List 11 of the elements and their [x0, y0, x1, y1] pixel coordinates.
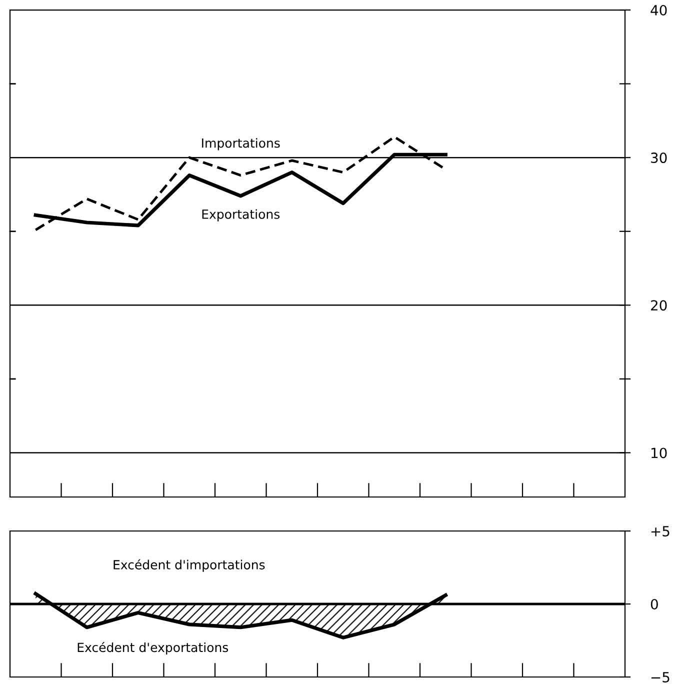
- y-tick-label: 0: [650, 598, 658, 610]
- y-tick-label: 20: [651, 300, 667, 311]
- y-tick-label: +5: [651, 526, 670, 536]
- y-tick-label: 30: [651, 152, 667, 164]
- annotation: Excédent d'importations: [114, 559, 265, 572]
- y-tick-label: 40: [650, 4, 667, 16]
- series-label: Importations: [202, 138, 280, 150]
- y-tick-label: −5: [651, 672, 670, 682]
- y-tick-label: 10: [652, 448, 667, 458]
- series-label: Exportations: [202, 209, 280, 222]
- annotation: Excédent d'exportations: [78, 642, 228, 655]
